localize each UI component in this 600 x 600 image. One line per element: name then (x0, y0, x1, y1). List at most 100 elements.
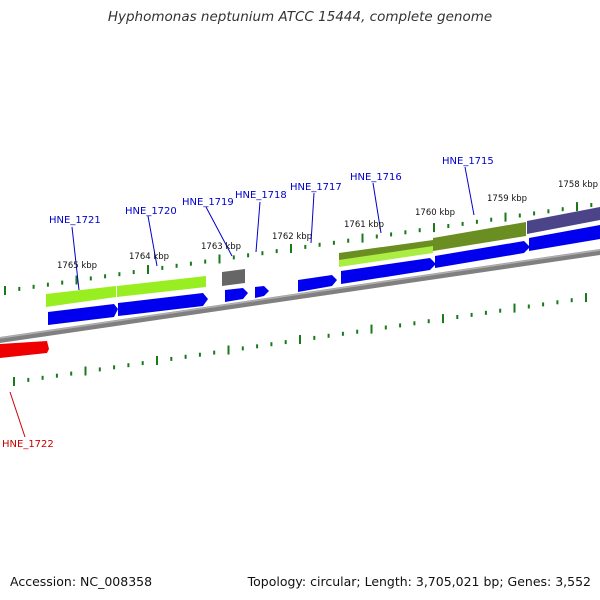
minor-tick (270, 342, 273, 347)
minor-tick (55, 373, 58, 378)
topology-text: Topology: circular; Length: 3,705,021 bp… (247, 574, 591, 589)
kbp-label: 1759 kbp (487, 194, 527, 204)
minor-tick (413, 321, 416, 326)
minor-tick (399, 323, 402, 328)
cds-arrow-hne-1718 (255, 286, 269, 298)
major-tick (585, 293, 587, 303)
feature-bar-green-1 (46, 286, 116, 307)
minor-tick (198, 352, 201, 357)
minor-tick (41, 375, 44, 380)
genome-backbone-highlight (0, 249, 600, 339)
leader-hne-1721 (71, 226, 80, 291)
leader-hne-1720 (147, 215, 158, 267)
gene-label-hne-1717: HNE_1717 (290, 182, 342, 193)
minor-tick (499, 308, 502, 313)
minor-tick (304, 244, 307, 249)
cds-arrow-next (529, 225, 600, 251)
major-tick (75, 275, 78, 285)
cds-arrow-hne-1720 (118, 293, 208, 316)
minor-tick (447, 224, 450, 228)
minor-tick (427, 319, 430, 324)
minor-tick (70, 371, 73, 376)
cds-arrow-hne-1719 (225, 288, 248, 302)
kbp-label: 1760 kbp (415, 208, 455, 218)
leader-hne-1715 (464, 166, 475, 216)
minor-tick (118, 272, 121, 277)
major-tick (4, 286, 6, 295)
minor-tick (213, 350, 216, 355)
feature-bar-olive-1 (339, 240, 433, 260)
minor-tick (484, 310, 487, 315)
minor-tick (184, 354, 187, 359)
gene-label-hne-1715: HNE_1715 (442, 156, 494, 167)
minor-tick (61, 280, 64, 285)
cds-arrow-hne-1716 (341, 258, 436, 284)
map-title: Hyphomonas neptunium ATCC 15444, complet… (107, 9, 493, 25)
major-tick (361, 233, 364, 243)
minor-tick (556, 300, 559, 305)
minor-tick (418, 228, 421, 233)
major-tick (156, 356, 158, 365)
minor-tick (341, 331, 344, 336)
minor-tick (18, 286, 21, 291)
minor-tick (256, 344, 259, 349)
minor-tick (98, 367, 101, 372)
cds-arrow-hne-1721 (48, 304, 118, 325)
minor-tick (327, 333, 330, 338)
leader-hne-1717 (310, 192, 315, 244)
minor-tick (170, 356, 173, 361)
minor-tick (461, 221, 464, 226)
minor-tick (384, 325, 387, 330)
cds-arrow-hne-1715 (435, 241, 530, 268)
minor-tick (261, 251, 264, 256)
feature-bar-purple (527, 207, 600, 234)
kbp-label: 1764 kbp (129, 252, 169, 262)
minor-tick (113, 365, 116, 370)
minor-tick (375, 234, 378, 239)
minor-tick (390, 232, 393, 237)
kbp-label: 1765 kbp (57, 261, 97, 271)
gene-label-hne-1720: HNE_1720 (125, 206, 177, 217)
kbp-label: 1758 kbp (558, 180, 598, 190)
accession-text: Accession: NC_008358 (10, 574, 153, 589)
major-tick (84, 366, 87, 376)
minor-tick (46, 282, 49, 287)
minor-tick (456, 315, 459, 319)
minor-tick (570, 298, 573, 303)
gene-label-hne-1722: HNE_1722 (2, 439, 54, 450)
minor-tick (527, 304, 530, 309)
kbp-label: 1763 kbp (201, 242, 241, 252)
minor-tick (161, 265, 164, 270)
feature-bar-gray (222, 269, 245, 286)
minor-tick (27, 377, 30, 382)
minor-tick (232, 255, 235, 260)
gene-label-hne-1719: HNE_1719 (182, 197, 234, 208)
minor-tick (189, 261, 192, 266)
major-tick (576, 202, 578, 212)
minor-tick (533, 211, 536, 216)
major-tick (227, 345, 230, 355)
minor-tick (475, 219, 478, 224)
gene-label-hne-1716: HNE_1716 (350, 172, 402, 183)
major-tick (513, 303, 516, 313)
gene-label-hne-1718: HNE_1718 (235, 190, 287, 201)
minor-tick (561, 207, 564, 212)
leader-hne-1718 (255, 201, 261, 253)
minor-tick (284, 340, 287, 345)
minor-tick (204, 259, 207, 264)
minor-tick (175, 263, 178, 268)
minor-tick (247, 253, 250, 258)
minor-tick (104, 274, 107, 279)
minor-tick (590, 203, 593, 207)
gene-label-hne-1721: HNE_1721 (49, 215, 101, 226)
major-tick (290, 244, 292, 253)
leader-hne-1719 (205, 206, 233, 257)
major-tick (13, 377, 15, 386)
cds-arrow-hne-1717 (298, 275, 337, 292)
major-tick (370, 324, 373, 334)
leader-hne-1716 (372, 182, 382, 234)
minor-tick (313, 335, 316, 340)
major-tick (299, 335, 301, 344)
kbp-label: 1761 kbp (344, 220, 384, 230)
